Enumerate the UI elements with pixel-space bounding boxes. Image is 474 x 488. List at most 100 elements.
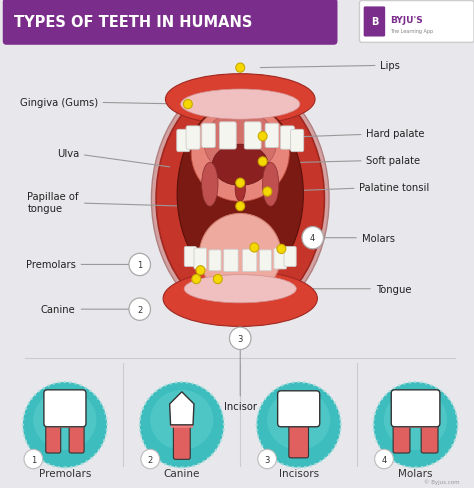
Text: Ulva: Ulva [57,148,170,167]
Text: The Learning App: The Learning App [390,29,433,34]
Circle shape [24,449,43,469]
Circle shape [303,236,312,245]
Text: 2: 2 [147,455,153,464]
Circle shape [129,254,150,276]
FancyBboxPatch shape [421,421,438,453]
Text: Gingiva (Gums): Gingiva (Gums) [19,98,185,107]
FancyBboxPatch shape [364,7,385,38]
Text: Soft palate: Soft palate [265,156,420,165]
Text: Incisors: Incisors [279,468,319,478]
FancyBboxPatch shape [289,420,309,458]
Ellipse shape [204,112,276,175]
Ellipse shape [177,102,303,287]
Text: 4: 4 [382,455,387,464]
Circle shape [236,179,245,188]
FancyBboxPatch shape [265,124,279,148]
FancyBboxPatch shape [391,390,440,427]
Ellipse shape [151,78,329,321]
Circle shape [213,275,222,284]
FancyBboxPatch shape [280,417,318,427]
FancyBboxPatch shape [44,390,86,427]
Ellipse shape [140,382,224,468]
Text: Palatine tonsil: Palatine tonsil [275,183,430,192]
Circle shape [192,275,201,284]
FancyBboxPatch shape [393,417,438,428]
Text: 3: 3 [237,334,243,343]
Text: Canine: Canine [41,305,137,314]
Circle shape [129,298,150,321]
Text: B: B [371,18,378,27]
FancyBboxPatch shape [173,421,190,459]
Ellipse shape [384,390,447,450]
Text: TYPES OF TEETH IN HUMANS: TYPES OF TEETH IN HUMANS [13,15,252,30]
Circle shape [277,245,286,254]
FancyBboxPatch shape [224,250,238,272]
FancyBboxPatch shape [46,421,61,453]
FancyBboxPatch shape [284,247,296,267]
Text: © Byjus.com: © Byjus.com [424,478,460,484]
Circle shape [258,158,267,167]
Circle shape [236,64,245,73]
Circle shape [374,449,393,469]
Ellipse shape [256,382,341,468]
FancyBboxPatch shape [242,250,257,272]
Ellipse shape [201,163,218,207]
FancyBboxPatch shape [244,122,261,150]
Circle shape [258,449,276,469]
FancyBboxPatch shape [291,130,304,152]
Text: 1: 1 [31,455,36,464]
FancyBboxPatch shape [202,124,215,148]
Text: Papillae of
tongue: Papillae of tongue [27,192,182,214]
Circle shape [236,202,245,211]
Circle shape [141,449,160,469]
Circle shape [229,327,251,350]
Ellipse shape [267,390,330,450]
FancyBboxPatch shape [281,126,294,150]
FancyBboxPatch shape [259,250,272,271]
Ellipse shape [156,83,324,316]
FancyBboxPatch shape [3,0,337,46]
Ellipse shape [235,178,246,202]
FancyBboxPatch shape [171,419,193,428]
Ellipse shape [150,390,213,450]
FancyBboxPatch shape [274,248,286,269]
FancyBboxPatch shape [69,421,84,453]
Circle shape [302,227,323,249]
FancyBboxPatch shape [184,247,197,267]
Ellipse shape [23,382,107,468]
Text: 3: 3 [264,455,270,464]
Ellipse shape [163,271,318,327]
FancyBboxPatch shape [359,1,474,43]
Text: Molars: Molars [316,233,395,243]
Ellipse shape [263,163,279,207]
Ellipse shape [184,275,296,303]
Text: Premolars: Premolars [26,260,137,270]
FancyBboxPatch shape [46,417,83,428]
Circle shape [196,266,205,275]
Ellipse shape [33,390,97,450]
FancyBboxPatch shape [209,250,221,271]
Text: 1: 1 [137,261,142,269]
Circle shape [183,100,192,109]
FancyBboxPatch shape [278,391,320,427]
Text: 2: 2 [137,305,142,314]
Text: BYJU'S: BYJU'S [390,16,423,24]
Polygon shape [170,392,194,425]
Text: Tongue: Tongue [313,284,411,294]
FancyBboxPatch shape [177,130,190,152]
Ellipse shape [212,145,268,186]
FancyBboxPatch shape [186,126,200,150]
Ellipse shape [165,75,315,125]
Ellipse shape [374,382,457,468]
FancyBboxPatch shape [194,248,207,269]
FancyBboxPatch shape [393,421,410,453]
Text: Hard palate: Hard palate [265,129,425,139]
Text: Premolars: Premolars [39,468,91,478]
Text: Lips: Lips [260,61,401,71]
Ellipse shape [200,214,281,296]
Circle shape [263,187,272,197]
FancyBboxPatch shape [219,122,236,150]
Circle shape [250,244,259,252]
Ellipse shape [181,90,300,120]
Text: Molars: Molars [398,468,433,478]
